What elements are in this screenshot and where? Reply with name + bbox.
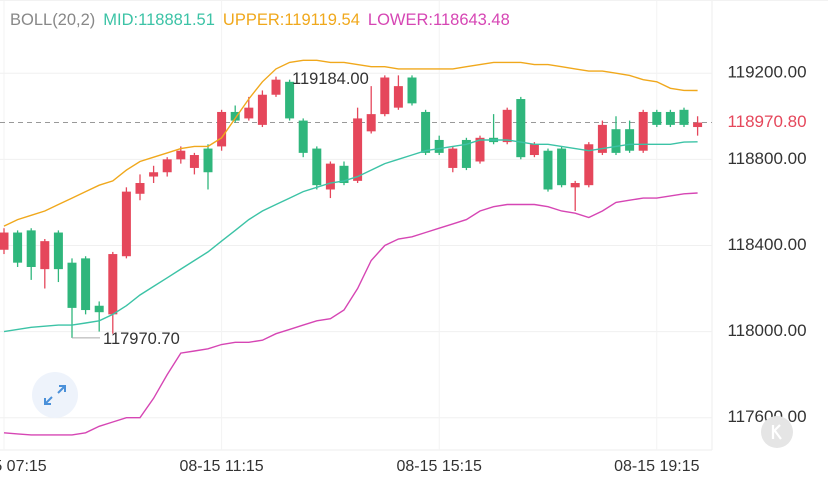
candle-body <box>516 99 526 158</box>
candle-body <box>312 148 322 186</box>
expand-circle[interactable] <box>32 372 78 418</box>
candle-body <box>94 305 104 313</box>
candle-body <box>217 111 227 147</box>
candle-body <box>298 120 308 153</box>
candle-body <box>203 148 213 173</box>
y-tick-label: 118400.00 <box>727 235 806 254</box>
candle-body <box>0 232 9 250</box>
candle-body <box>475 137 485 162</box>
candle-body <box>189 155 199 168</box>
indicator-name: BOLL(20,2) <box>10 11 95 29</box>
y-tick-label: 118000.00 <box>727 321 806 340</box>
candle-body <box>543 150 553 190</box>
candle-body <box>461 139 471 168</box>
candle-body <box>53 232 63 270</box>
kline-icon[interactable] <box>771 424 782 440</box>
candle-body <box>448 148 458 168</box>
candle-body <box>13 232 23 263</box>
y-tick-label: 118800.00 <box>727 149 806 168</box>
candle-body <box>611 129 621 153</box>
candle-body <box>380 77 390 115</box>
legend-value: 119119.54 <box>284 11 360 29</box>
candle-body <box>67 262 77 308</box>
candle-body <box>135 183 145 194</box>
candle-body <box>407 77 417 104</box>
candle-body <box>81 258 91 311</box>
candle-body <box>108 254 118 315</box>
band-line <box>3 59 698 227</box>
expand-icon[interactable] <box>44 385 66 405</box>
candle-body <box>40 241 50 270</box>
candle-body <box>502 109 512 143</box>
candle-body <box>693 122 703 128</box>
candle-body <box>339 165 349 184</box>
candle-body <box>26 230 36 267</box>
candle-body <box>121 191 131 257</box>
high-label: 119184.00 <box>292 70 369 88</box>
candle-body <box>679 109 689 125</box>
candle-body <box>638 111 648 151</box>
band-line <box>3 139 698 333</box>
candle-body <box>570 183 580 188</box>
legend-value: 118881.51 <box>138 11 215 29</box>
legend-name: LOWER: <box>368 11 433 29</box>
candle-body <box>584 144 594 186</box>
candle-body <box>652 111 662 125</box>
last-price-label: 118970.80 <box>727 112 806 131</box>
legend-name: UPPER: <box>223 11 284 29</box>
candle-body <box>597 124 607 153</box>
candle-body <box>366 114 376 132</box>
candle-body <box>325 163 335 190</box>
candle-body <box>230 111 240 121</box>
x-tick-label: 08-15 11:15 <box>179 458 263 475</box>
indicator-header: BOLL(20,2) MID:118881.51 UPPER:119119.54 LO… <box>10 11 510 29</box>
candle-body <box>257 94 267 125</box>
candle-body <box>244 107 254 119</box>
legend-value: 118643.48 <box>433 11 510 29</box>
candle-body <box>271 79 281 95</box>
legend-name: MID: <box>103 11 138 29</box>
candle-body <box>529 144 539 156</box>
candle-body <box>557 148 567 186</box>
candle-body <box>421 111 431 153</box>
x-tick-label: 08-15 15:15 <box>396 458 482 475</box>
candle-body <box>162 159 172 173</box>
candle-body <box>149 172 159 177</box>
x-tick-label: 08-15 19:15 <box>614 458 700 475</box>
expand-button[interactable] <box>32 372 78 418</box>
x-tick-label: 08-15 07:15 <box>0 458 47 475</box>
kline-button[interactable] <box>761 416 793 448</box>
candle-body <box>353 118 363 181</box>
candle-body <box>176 150 186 160</box>
band-line <box>3 192 698 436</box>
y-tick-label: 119200.00 <box>727 63 806 82</box>
candle-body <box>393 86 403 108</box>
candle-body <box>285 81 295 119</box>
candle-body <box>434 139 444 153</box>
plot: 117600.00118000.00118400.00118800.001192… <box>0 0 828 475</box>
candle-body <box>625 129 635 151</box>
candle-body <box>665 111 675 125</box>
low-label: 117970.70 <box>103 330 180 348</box>
